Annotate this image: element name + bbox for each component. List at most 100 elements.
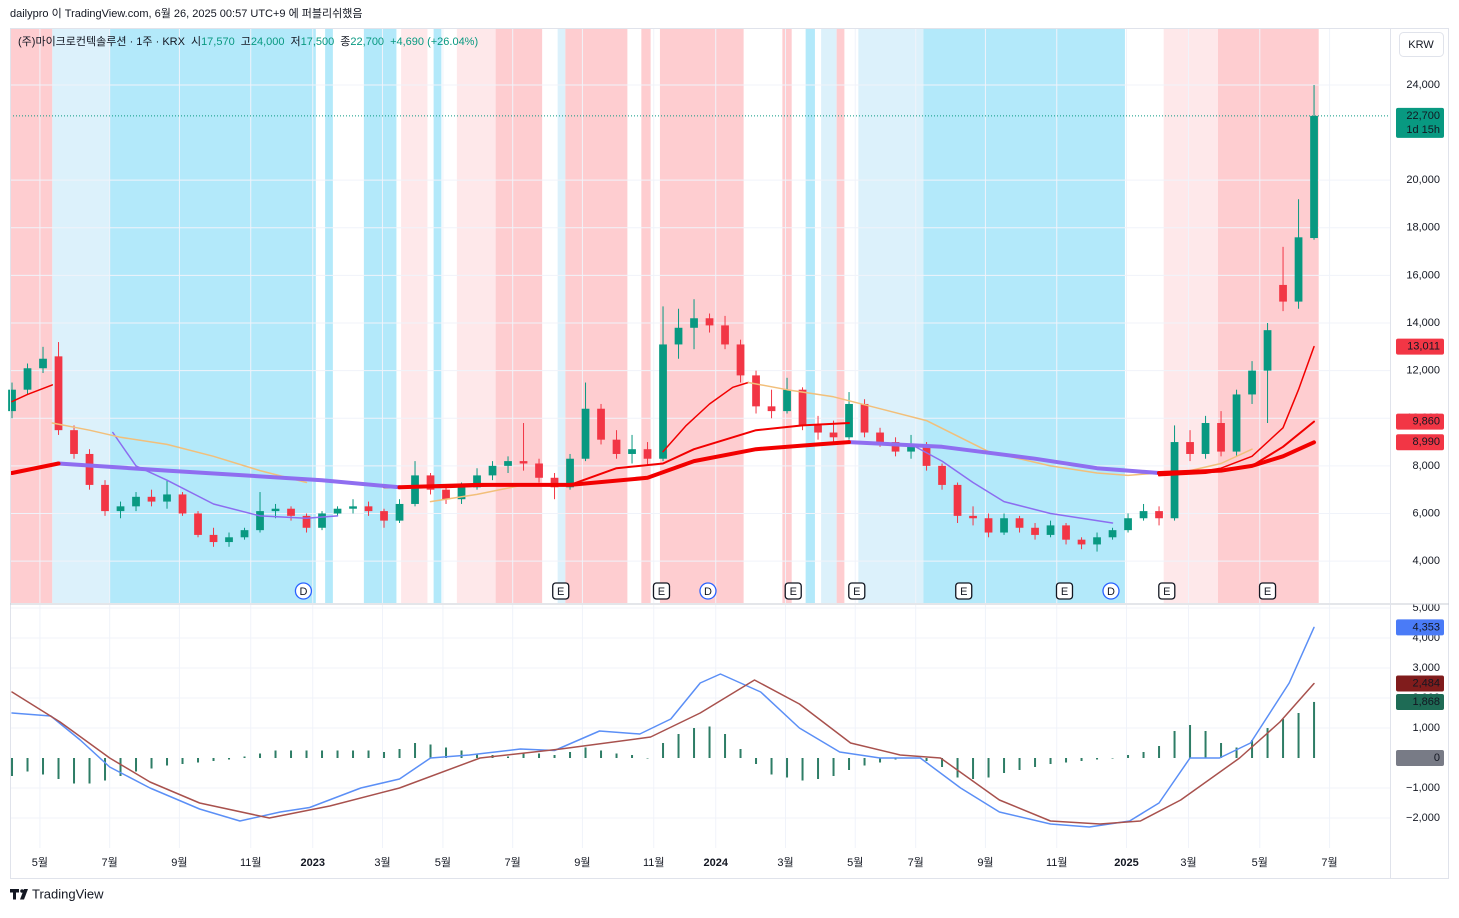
candle-body <box>116 506 125 512</box>
moving-average-line <box>11 679 1315 825</box>
candle-body <box>969 515 977 519</box>
histogram-bar <box>538 753 541 758</box>
histogram-bar <box>476 753 479 758</box>
histogram-bar <box>1173 731 1176 758</box>
x-tick-label: 11월 <box>240 856 262 869</box>
histogram-bar <box>584 747 587 758</box>
candle-body <box>395 503 404 521</box>
event-marker <box>699 582 717 600</box>
histogram-bar <box>336 750 339 758</box>
histogram-bar <box>863 758 866 766</box>
ohlc-value: 17,500 <box>301 36 335 48</box>
candle-body <box>302 515 311 528</box>
y-tick-label: 12,000 <box>1406 365 1440 377</box>
candle-body <box>225 537 233 543</box>
histogram-bar <box>460 750 463 758</box>
candle-body <box>349 506 357 509</box>
candle-body <box>1077 539 1086 545</box>
candle-body <box>1232 394 1241 452</box>
candle-body <box>318 513 326 528</box>
regime-band <box>923 29 1125 603</box>
histogram-bar <box>1003 758 1006 773</box>
histogram-bar <box>166 758 169 766</box>
regime-band <box>565 29 628 603</box>
regime-band <box>1217 29 1319 603</box>
histogram-bar <box>1189 725 1192 758</box>
candle-body <box>380 511 388 521</box>
brand-footer: TradingView <box>10 886 104 901</box>
histogram-bar <box>724 734 727 758</box>
histogram-bar <box>987 758 990 778</box>
candle-body <box>287 508 295 516</box>
event-marker <box>955 582 973 600</box>
histogram-bar <box>119 758 122 776</box>
histogram-bar <box>1111 758 1114 759</box>
candle-body <box>163 494 171 502</box>
x-tick-label: 7월 <box>505 856 521 869</box>
event-label: D <box>704 586 712 598</box>
regime-band <box>858 29 924 603</box>
y-tick-label: −2,000 <box>1406 812 1440 824</box>
price-badge-label: 0 <box>1434 752 1440 764</box>
candle-body <box>798 389 807 426</box>
moving-average-line <box>10 440 1316 490</box>
histogram-bar <box>398 749 401 758</box>
histogram-bar <box>941 758 944 767</box>
event-marker <box>1055 582 1074 600</box>
candle-body <box>1124 518 1132 531</box>
histogram-bar <box>367 750 370 758</box>
x-tick-label: 9월 <box>171 856 187 869</box>
candle-body <box>736 344 745 376</box>
candle-body <box>54 356 63 431</box>
price-badge <box>1396 750 1444 766</box>
candle-body <box>194 513 202 535</box>
currency-button-box[interactable] <box>1399 32 1444 57</box>
histogram-bar <box>11 758 14 776</box>
x-tick-label: 2025 <box>1114 857 1138 869</box>
candle-body <box>1139 511 1148 519</box>
candle-body <box>271 508 280 512</box>
ohlc-key: 저 <box>291 35 301 48</box>
candle-body <box>953 484 962 516</box>
candle-body <box>1248 370 1256 395</box>
histogram-bar <box>1220 743 1223 758</box>
candle-body <box>426 475 435 490</box>
candle-body <box>674 327 683 345</box>
histogram-bar <box>1065 758 1068 763</box>
histogram-bar <box>615 753 618 758</box>
histogram-bar <box>1034 758 1037 767</box>
x-tick-label: 5월 <box>32 856 48 869</box>
candle-body <box>23 368 32 390</box>
ohlc-value: 22,700 <box>350 36 384 48</box>
event-label: D <box>1107 586 1115 598</box>
event-label: E <box>790 586 797 598</box>
brand-logo <box>10 889 19 900</box>
histogram-bar <box>1313 701 1316 758</box>
histogram-bar <box>770 758 773 775</box>
currency-button[interactable]: KRW <box>1399 32 1444 57</box>
currency-label[interactable]: KRW <box>1408 39 1434 51</box>
histogram-bar <box>662 743 665 758</box>
histogram-bar <box>1251 740 1254 758</box>
candle-body <box>581 408 590 459</box>
price-change: +4,690 (+26.04%) <box>390 36 478 48</box>
ohlc-value: 17,570 <box>201 36 235 48</box>
candle-body <box>39 358 47 369</box>
histogram-bar <box>1266 728 1269 758</box>
ohlc-key: 종 <box>340 36 350 48</box>
histogram-bar <box>1204 731 1207 758</box>
price-badge <box>1396 107 1444 138</box>
candle-body <box>845 403 853 438</box>
histogram-bar <box>259 753 262 758</box>
histogram-bar <box>352 750 355 758</box>
candle-body <box>721 325 729 345</box>
regime-band <box>659 29 744 603</box>
histogram-bar <box>755 758 758 764</box>
candle-body <box>535 463 543 478</box>
histogram-bar <box>677 734 680 758</box>
histogram-bar <box>197 758 200 763</box>
chart-frame <box>10 28 1449 879</box>
histogram-bar <box>1297 713 1300 758</box>
price-badge-label: 8,990 <box>1412 436 1440 448</box>
